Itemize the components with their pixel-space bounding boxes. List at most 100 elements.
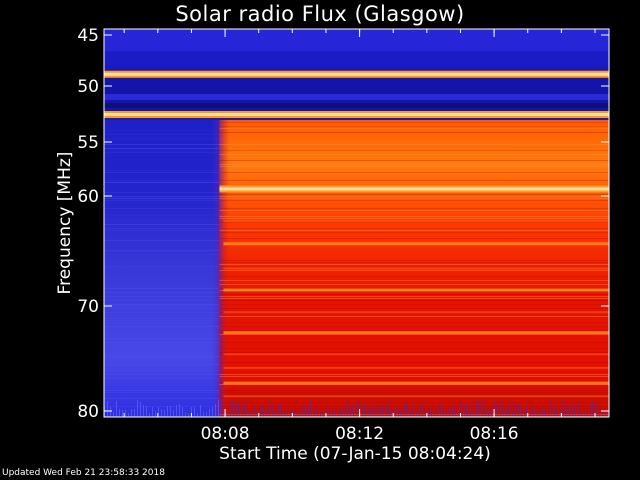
post-event-striation [219, 376, 609, 377]
post-event-striation [219, 216, 609, 217]
noise-speckle [335, 409, 336, 417]
noise-speckle [191, 407, 192, 417]
plot-frame [103, 28, 610, 418]
noise-speckle [200, 405, 201, 417]
emission-line [223, 331, 609, 335]
noise-speckle [314, 412, 315, 417]
pre-event-striation [104, 130, 220, 131]
noise-speckle [557, 410, 558, 417]
post-event-striation [219, 122, 609, 123]
y-tick-label: 55 [77, 133, 99, 153]
noise-speckle [176, 405, 177, 417]
noise-speckle [407, 404, 408, 417]
pre-event-striation [104, 138, 220, 139]
noise-speckle [338, 412, 339, 417]
pre-event-striation [104, 192, 220, 193]
noise-speckle [128, 413, 129, 417]
noise-speckle [329, 409, 330, 417]
post-event-striation [219, 260, 609, 261]
noise-speckle [242, 406, 243, 417]
x-tick-label: 08:08 [201, 424, 250, 444]
noise-speckle [350, 407, 351, 417]
pre-event-striation [104, 402, 220, 403]
pre-event-striation [104, 288, 220, 289]
post-event-striation [219, 284, 609, 285]
y-tick-label: 45 [77, 26, 99, 46]
noise-speckle [293, 409, 294, 417]
bright-band [104, 72, 609, 76]
noise-speckle [158, 407, 159, 417]
noise-speckle [299, 410, 300, 417]
pre-event-striation [104, 286, 220, 287]
pre-event-striation [104, 312, 220, 313]
noise-speckle [506, 408, 507, 417]
noise-speckle [140, 402, 141, 417]
noise-speckle [482, 400, 483, 417]
noise-speckle [578, 402, 579, 417]
noise-speckle [554, 405, 555, 417]
noise-speckle [419, 407, 420, 417]
post-event-striation [219, 326, 609, 327]
noise-speckle [398, 408, 399, 417]
emission-line [223, 395, 609, 398]
noise-speckle [344, 409, 345, 417]
y-tick-label: 70 [77, 297, 99, 317]
noise-speckle [203, 412, 204, 417]
post-event-striation [219, 270, 609, 271]
pre-event-striation [104, 182, 220, 183]
noise-speckle [563, 400, 564, 417]
noise-speckle [155, 411, 156, 417]
post-event-striation [219, 266, 609, 267]
post-event-striation [219, 390, 609, 391]
y-axis: 45 50 55 60 70 80 [77, 26, 609, 422]
emission-line [223, 366, 609, 369]
noise-speckle [356, 401, 357, 417]
post-event-striation [219, 362, 609, 363]
noise-speckle [119, 409, 120, 417]
pre-event-striation [104, 254, 220, 255]
noise-speckle [476, 400, 477, 417]
post-event-striation [219, 276, 609, 277]
pre-event-striation [104, 208, 220, 209]
noise-speckle [323, 411, 324, 417]
noise-speckle [353, 406, 354, 417]
noise-speckle [401, 410, 402, 417]
pre-event-striation [104, 320, 220, 321]
noise-speckle [110, 407, 111, 417]
noise-speckle [116, 401, 117, 417]
noise-speckle [266, 409, 267, 417]
pre-event-striation [104, 148, 220, 149]
noise-speckle [425, 413, 426, 417]
noise-speckle [392, 412, 393, 417]
post-event-striation [219, 126, 609, 127]
pre-event-striation [104, 296, 220, 297]
noise-speckle [458, 413, 459, 417]
noise-speckle [206, 412, 207, 417]
noise-speckle [179, 404, 180, 417]
noise-speckle [374, 403, 375, 417]
noise-speckle [170, 406, 171, 417]
noise-speckle [548, 413, 549, 417]
noise-speckle [188, 413, 189, 417]
noise-speckle [143, 405, 144, 417]
post-event-striation [219, 406, 609, 407]
noise-speckle [395, 407, 396, 417]
noise-speckle [380, 405, 381, 417]
post-event-striation [219, 172, 609, 173]
noise-speckle [260, 405, 261, 417]
post-event-striation [219, 348, 609, 349]
post-event-striation [219, 262, 609, 263]
noise-speckle [221, 401, 222, 417]
post-event-striation [219, 210, 609, 211]
pre-event-striation [104, 342, 220, 343]
chart-title: Solar radio Flux (Glasgow) [175, 2, 465, 26]
noise-speckle [605, 411, 606, 417]
noise-speckle [215, 404, 216, 417]
pre-event-striation [104, 266, 220, 267]
pre-event-striation [104, 378, 220, 379]
noise-speckle [485, 410, 486, 417]
noise-speckle [167, 406, 168, 417]
noise-speckle [308, 406, 309, 417]
pre-event-striation [104, 392, 220, 393]
noise-speckle [233, 400, 234, 417]
